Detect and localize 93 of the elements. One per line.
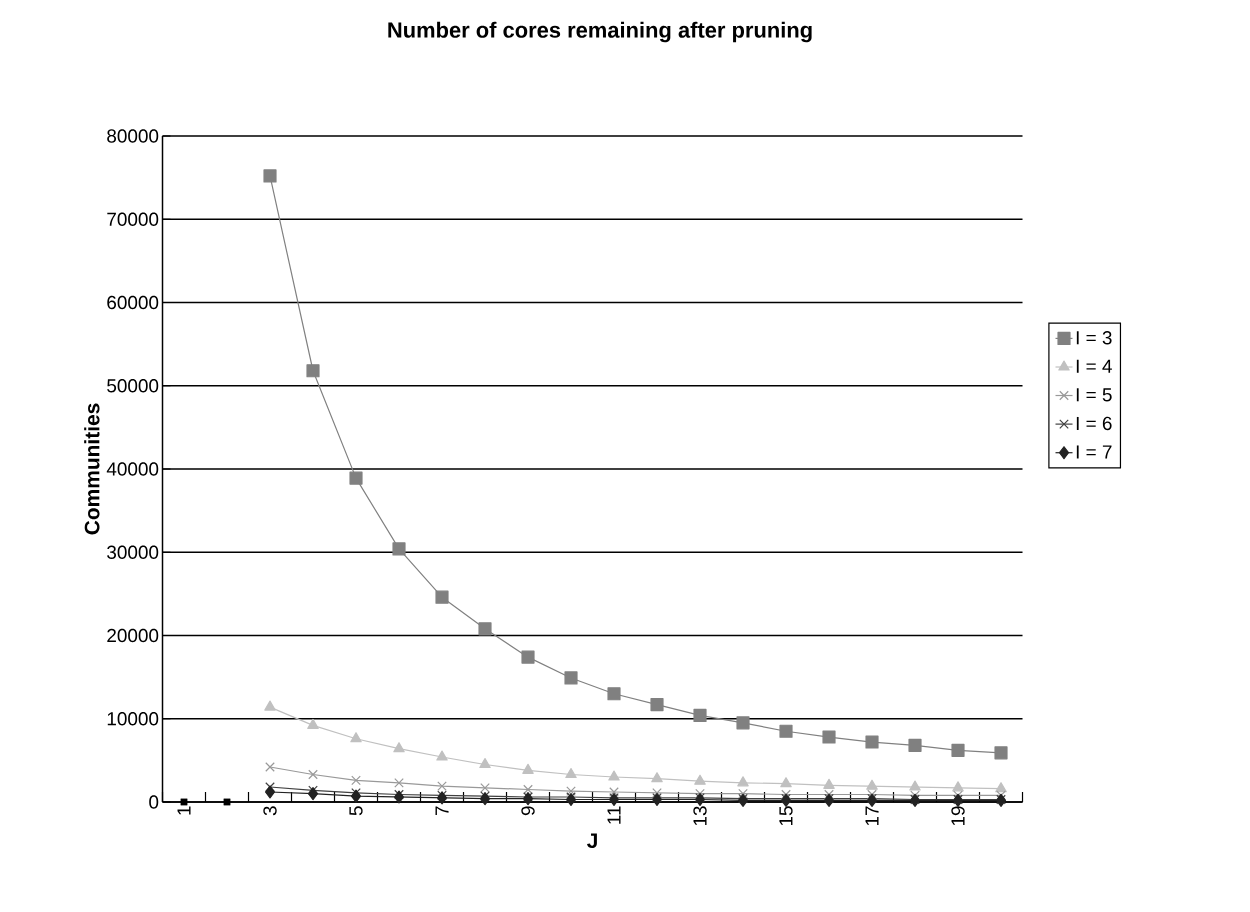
x-tick-label: 11	[607, 806, 621, 824]
y-axis-title: Communities	[84, 403, 100, 535]
point	[609, 793, 619, 803]
point	[867, 789, 877, 800]
legend-label: I = 4	[1076, 359, 1112, 373]
point	[394, 778, 404, 788]
point	[264, 785, 276, 799]
point	[824, 789, 834, 800]
point	[564, 671, 578, 685]
point	[695, 793, 705, 803]
point	[607, 687, 621, 701]
point	[608, 770, 620, 781]
point	[479, 757, 491, 769]
point	[350, 732, 362, 743]
point	[909, 780, 921, 791]
point	[436, 791, 448, 805]
point	[566, 786, 576, 796]
x-tick-label: 9	[521, 806, 535, 816]
point	[351, 775, 361, 786]
x-tick-label: 15	[779, 806, 793, 826]
point	[737, 776, 749, 787]
x-tick-label: 17	[865, 806, 879, 826]
point	[436, 750, 448, 761]
legend-label: I = 5	[1076, 388, 1112, 402]
point	[652, 793, 662, 803]
point	[264, 700, 276, 711]
point	[994, 746, 1008, 760]
point	[180, 798, 188, 806]
point	[823, 778, 835, 789]
y-tick-label: 70000	[107, 212, 159, 226]
point	[480, 783, 490, 793]
point	[349, 471, 363, 485]
x-tick-label: 19	[951, 806, 965, 826]
point	[694, 792, 706, 807]
point	[521, 650, 535, 664]
point	[306, 364, 320, 378]
y-tick-label: 80000	[107, 129, 159, 143]
legend-label: I = 3	[1076, 331, 1112, 345]
point	[307, 787, 319, 801]
chart-title: Number of cores remaining after pruning	[388, 21, 812, 43]
point	[435, 590, 449, 604]
x-tick-label: 3	[263, 806, 277, 816]
point	[781, 789, 791, 800]
point	[908, 738, 922, 752]
point	[736, 716, 750, 730]
legend-label: I = 7	[1076, 445, 1112, 459]
point	[223, 798, 231, 806]
point	[393, 742, 405, 753]
y-tick-label: 50000	[107, 379, 159, 393]
y-tick-label: 20000	[107, 628, 159, 643]
point	[392, 542, 406, 556]
x-tick-label: 1	[177, 806, 191, 815]
point	[265, 762, 275, 772]
point	[522, 763, 534, 774]
x-axis-title: J	[587, 833, 597, 848]
y-tick-label: 60000	[107, 295, 159, 310]
point	[995, 782, 1007, 793]
point	[651, 772, 663, 783]
x-tick-label: 7	[435, 806, 449, 816]
point	[565, 767, 577, 779]
point	[523, 784, 533, 795]
point	[952, 781, 964, 792]
point	[652, 788, 662, 798]
point	[609, 787, 619, 797]
point	[694, 774, 706, 785]
x-tick-label: 5	[349, 806, 363, 816]
y-tick-label: 0	[149, 795, 159, 809]
point	[478, 622, 492, 636]
y-tick-label: 30000	[107, 545, 159, 559]
point	[522, 792, 534, 806]
legend-label: I = 6	[1076, 416, 1112, 431]
point	[479, 792, 491, 806]
point	[780, 777, 792, 788]
point	[650, 698, 664, 712]
y-tick-label: 10000	[107, 712, 159, 726]
y-tick-label: 40000	[106, 462, 159, 476]
x-tick-label: 13	[693, 806, 707, 826]
point	[565, 792, 577, 807]
point	[437, 781, 447, 791]
point	[865, 735, 879, 749]
point	[263, 169, 277, 183]
point	[350, 789, 362, 803]
point	[693, 708, 707, 722]
point	[651, 792, 663, 807]
point	[308, 769, 318, 780]
point	[951, 743, 965, 757]
point	[779, 724, 793, 738]
point	[608, 792, 620, 807]
point	[866, 779, 878, 790]
point	[738, 788, 748, 799]
point	[822, 730, 836, 744]
point	[307, 718, 319, 729]
point	[393, 790, 405, 804]
